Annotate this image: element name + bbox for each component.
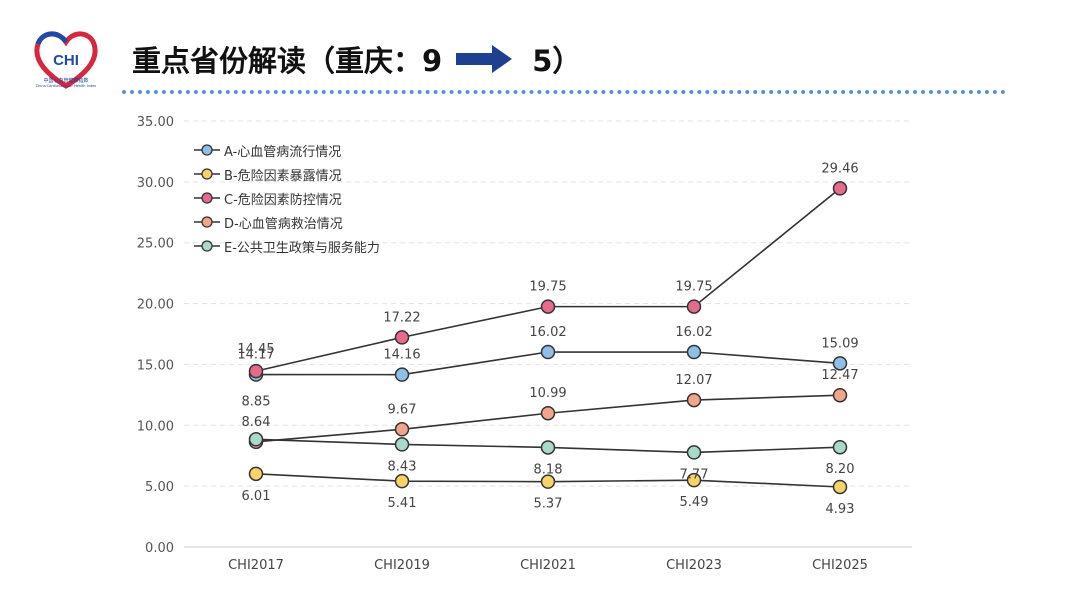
data-label-C: 14.45 [237, 342, 274, 357]
y-axis: 0.00 5.00 10.00 15.00 20.00 25.00 30.00 35.00 [137, 115, 174, 556]
logo-caption-cn: 中国心血管健康指数 [43, 78, 89, 84]
y-tick-label: 35.00 [137, 115, 174, 130]
data-point-D [832, 387, 848, 403]
data-label-B: 6.01 [242, 489, 271, 504]
logo-caption-en: China Cardiovascular Health Index [35, 84, 97, 88]
data-point-C [394, 330, 410, 345]
x-axis: CHI2017 CHI2019 CHI2021 CHI2023 CHI2025 [228, 558, 868, 573]
legend-label: D-心血管病救治情况 [224, 216, 343, 232]
data-label-A: 16.02 [529, 325, 566, 340]
data-point-B [686, 472, 702, 488]
data-label-B: 4.93 [826, 502, 855, 517]
data-point-C [686, 299, 702, 314]
data-label-A: 14.17 [237, 348, 274, 363]
data-label-A: 15.09 [821, 336, 858, 351]
data-labels: 14.17 14.16 16.02 16.02 15.09 6.01 5.41 5.37 5.4… [237, 161, 858, 517]
legend-swatch [194, 144, 220, 156]
legend-item-E: E-公共卫生政策与服务能力 [194, 234, 380, 258]
legend-label: A-心血管病流行情况 [224, 144, 342, 160]
legend-swatch [194, 168, 220, 180]
right-arrow-icon [456, 45, 513, 73]
legend-swatch [194, 240, 220, 252]
data-point-B [394, 473, 410, 489]
data-point-E [832, 439, 848, 455]
chart-legend: A-心血管病流行情况 B-危险因素暴露情况 C-危险因素防控情况 D-心血管病救治情况… [194, 138, 380, 258]
data-point-D [540, 405, 556, 421]
x-tick-label: CHI2019 [374, 558, 430, 573]
data-point-E [686, 445, 702, 460]
legend-item-B: B-危险因素暴露情况 [194, 162, 380, 186]
y-tick-label: 15.00 [137, 358, 174, 373]
data-label-D: 8.64 [242, 415, 271, 430]
data-point-C [832, 181, 848, 196]
data-label-A: 14.16 [383, 348, 420, 363]
y-tick-label: 5.00 [145, 480, 174, 495]
series-points [248, 181, 848, 495]
data-label-E: 8.18 [534, 462, 563, 477]
data-label-E: 7.77 [680, 467, 709, 482]
data-point-C [248, 363, 264, 379]
legend-label: C-危险因素防控情况 [224, 192, 342, 208]
data-label-D: 10.99 [529, 386, 566, 401]
x-tick-label: CHI2025 [812, 558, 868, 573]
data-label-C: 19.75 [529, 280, 566, 295]
data-label-C: 19.75 [675, 280, 712, 295]
y-tick-label: 30.00 [137, 176, 174, 191]
data-point-D [686, 392, 702, 408]
y-tick-label: 25.00 [137, 237, 174, 252]
x-tick-label: CHI2017 [228, 558, 284, 573]
data-point-E [540, 440, 556, 455]
title-divider [122, 90, 1006, 94]
legend-label: B-危险因素暴露情况 [224, 168, 342, 184]
chi-logo-icon: CHI [34, 31, 98, 89]
data-label-B: 5.37 [534, 497, 563, 512]
legend-item-D: D-心血管病救治情况 [194, 210, 380, 234]
data-point-E [248, 432, 264, 447]
logo-text: CHI [53, 52, 79, 69]
legend-swatch [194, 216, 220, 228]
data-label-D: 9.67 [388, 402, 417, 417]
data-point-D [394, 422, 410, 437]
data-point-C [540, 299, 556, 314]
x-tick-label: CHI2023 [666, 558, 722, 573]
data-label-A: 16.02 [675, 325, 712, 340]
legend-swatch [194, 192, 220, 204]
x-tick-label: CHI2021 [520, 558, 576, 573]
y-tick-label: 20.00 [137, 298, 174, 313]
data-label-E: 8.43 [388, 459, 417, 474]
data-point-A [686, 344, 702, 360]
data-label-D: 12.07 [675, 373, 712, 388]
y-tick-label: 10.00 [137, 419, 174, 434]
title-prefix: 重点省份解读（重庆：9 [132, 44, 443, 78]
data-point-A [832, 356, 848, 371]
data-point-B [540, 474, 556, 489]
data-point-B [832, 479, 848, 495]
data-label-C: 29.46 [821, 161, 858, 176]
data-point-A [394, 367, 410, 382]
data-point-A [540, 344, 556, 360]
data-label-D: 12.47 [821, 368, 858, 383]
page-title: 重点省份解读（重庆：9 5） [132, 38, 581, 80]
legend-label: E-公共卫生政策与服务能力 [224, 240, 380, 256]
legend-item-A: A-心血管病流行情况 [194, 138, 380, 162]
data-label-C: 17.22 [383, 310, 420, 325]
legend-item-C: C-危险因素防控情况 [194, 186, 380, 210]
data-label-E: 8.20 [826, 462, 855, 477]
y-tick-label: 0.00 [145, 541, 174, 556]
data-point-E [394, 437, 410, 452]
data-label-B: 5.49 [680, 495, 709, 510]
data-point-B [248, 466, 264, 482]
data-label-E: 8.85 [242, 394, 271, 409]
data-label-B: 5.41 [388, 496, 417, 511]
title-suffix: 5） [532, 44, 582, 78]
